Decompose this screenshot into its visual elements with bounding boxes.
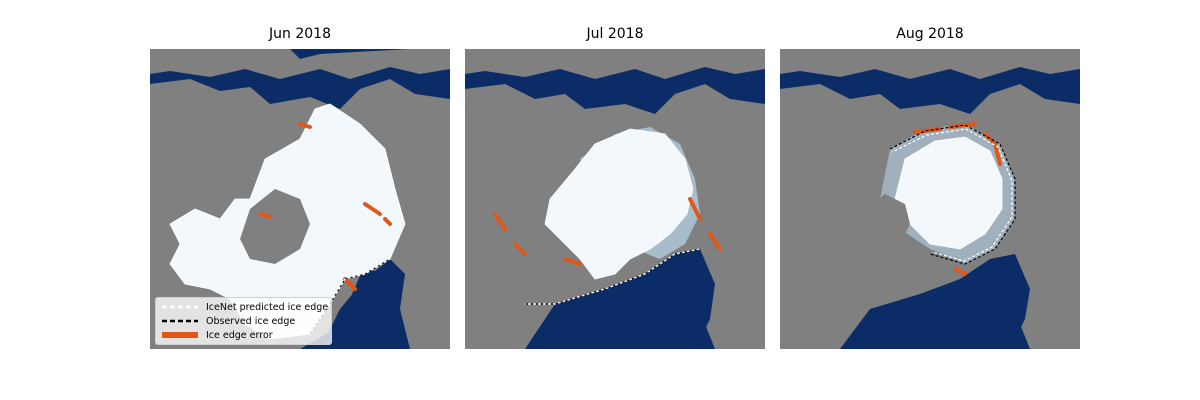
legend: IceNet predicted ice edge Observed ice e… [155,297,332,345]
arctic-map-aug [780,49,1080,349]
legend-label-error: Ice edge error [206,329,273,341]
legend-item-observed: Observed ice edge [160,314,295,328]
arctic-map-jul [465,49,765,349]
panel-title-jun: Jun 2018 [269,26,331,42]
predicted-edge-swatch [162,305,198,309]
legend-item-predicted: IceNet predicted ice edge [160,300,328,314]
ice-edge-error-segments [258,122,392,291]
greenland [865,194,910,249]
map-panel-aug [780,49,1080,349]
legend-label-observed: Observed ice edge [206,315,296,327]
edge-error-swatch [162,332,198,338]
greenland [240,189,310,264]
panel-title-aug: Aug 2018 [896,26,964,42]
observed-edge-swatch [162,319,198,323]
map-panel-jun [150,49,450,349]
ocean-north-atlantic [320,259,410,349]
ocean-north-atlantic [525,249,715,349]
predicted-ice-edge [891,128,1013,262]
arctic-map-jun [150,49,450,349]
predicted-ice-edge [525,248,701,305]
ocean-north-atlantic [840,254,1030,349]
observed-ice-edge [889,124,1016,265]
greenland [505,249,540,289]
panel-title-jul: Jul 2018 [586,26,644,42]
legend-item-error: Ice edge error [160,328,273,342]
ice-edge-error-segments [493,197,722,266]
sea-ice [544,128,694,280]
legend-label-predicted: IceNet predicted ice edge [206,301,329,313]
map-panel-jul [465,49,765,349]
